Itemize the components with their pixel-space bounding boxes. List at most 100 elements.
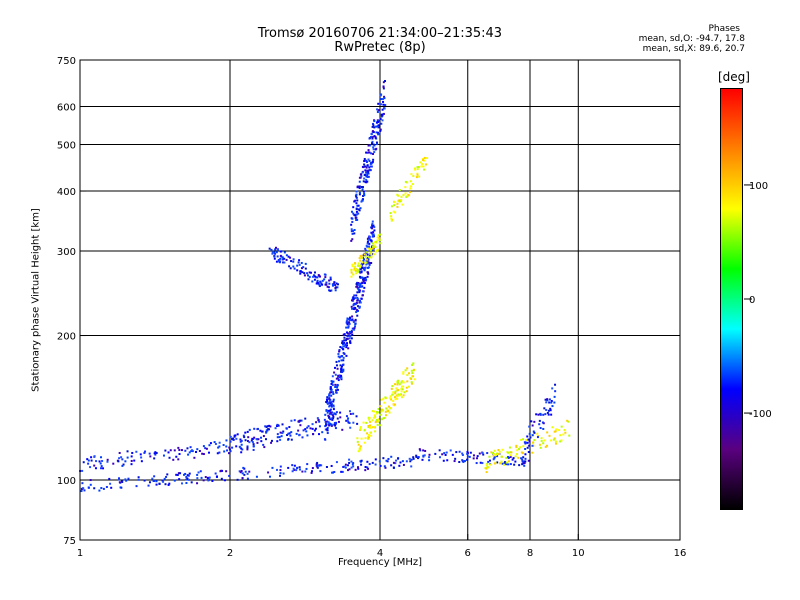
echo-point <box>359 284 362 287</box>
echo-point <box>229 435 232 438</box>
echo-point <box>368 235 371 238</box>
echo-point <box>353 294 356 297</box>
echo-point <box>536 432 539 435</box>
echo-point <box>395 387 398 390</box>
echo-point <box>355 302 358 305</box>
echo-point <box>329 391 332 394</box>
echo-point <box>311 467 314 470</box>
echo-point <box>298 263 301 266</box>
echo-point <box>356 185 359 188</box>
echo-point <box>283 251 286 254</box>
echo-point <box>373 126 376 129</box>
echo-point <box>531 434 534 437</box>
echo-point <box>375 240 378 243</box>
echo-point <box>282 261 285 264</box>
echo-point <box>330 401 333 404</box>
echo-point <box>367 425 370 428</box>
echo-point <box>530 420 533 423</box>
echo-point <box>547 413 550 416</box>
echo-point <box>350 228 353 231</box>
echo-point <box>148 481 151 484</box>
echo-point <box>90 456 93 459</box>
echo-point <box>392 399 395 402</box>
echo-point <box>371 419 374 422</box>
echo-point <box>416 168 419 171</box>
echo-point <box>401 388 404 391</box>
echo-point <box>369 249 372 252</box>
echo-point <box>241 472 244 475</box>
echo-point <box>349 412 352 415</box>
echo-point <box>317 464 320 467</box>
echo-point <box>454 457 457 460</box>
echo-point <box>524 453 527 456</box>
echo-point <box>348 318 351 321</box>
echo-point <box>163 477 166 480</box>
echo-point <box>360 270 363 273</box>
echo-point <box>260 436 263 439</box>
echo-point <box>290 431 293 434</box>
echo-point <box>143 451 146 454</box>
echo-point <box>124 478 127 481</box>
echo-point <box>267 471 270 474</box>
chart-title: Tromsø 20160706 21:34:00–21:35:43 <box>257 26 503 41</box>
echo-point <box>384 104 387 107</box>
echo-point <box>334 427 337 430</box>
echo-point <box>391 393 394 396</box>
echo-point <box>488 455 491 458</box>
echo-point <box>400 381 403 384</box>
echo-point <box>339 416 342 419</box>
echo-point <box>438 449 441 452</box>
echo-point <box>546 398 549 401</box>
echo-point <box>289 434 292 437</box>
echo-point <box>355 193 358 196</box>
echo-point <box>553 401 556 404</box>
echo-point <box>315 464 318 467</box>
echo-point <box>397 389 400 392</box>
echo-point <box>550 400 553 403</box>
echo-point <box>166 473 169 476</box>
echo-point <box>366 271 369 274</box>
echo-point <box>345 415 348 418</box>
echo-point <box>383 416 386 419</box>
echo-point <box>270 248 273 251</box>
echo-point <box>377 411 380 414</box>
echo-point <box>371 247 374 250</box>
echo-point <box>522 438 525 441</box>
echo-point <box>289 267 292 270</box>
echo-point <box>377 133 380 136</box>
echo-point <box>366 174 369 177</box>
chart-subtitle: RwPretec (8p) <box>334 40 426 55</box>
echo-point <box>373 246 376 249</box>
echo-point <box>324 425 327 428</box>
echo-point <box>372 152 375 155</box>
echo-point <box>179 472 182 475</box>
echo-point <box>366 242 369 245</box>
echo-point <box>378 237 381 240</box>
echo-point <box>548 398 551 401</box>
echo-point <box>500 455 503 458</box>
echo-point <box>349 335 352 338</box>
echo-point <box>358 176 361 179</box>
echo-point <box>332 283 335 286</box>
echo-point <box>560 425 563 428</box>
echo-point <box>543 407 546 410</box>
echo-point <box>252 448 255 451</box>
echo-point <box>343 345 346 348</box>
echo-point <box>269 425 272 428</box>
echo-point <box>562 433 565 436</box>
echo-point <box>521 463 524 466</box>
echo-point <box>344 466 347 469</box>
echo-point <box>256 441 259 444</box>
echo-point <box>371 125 374 128</box>
echo-point <box>367 144 370 147</box>
echo-point <box>567 420 570 423</box>
echo-point <box>358 449 361 452</box>
echo-point <box>332 400 335 403</box>
echo-point <box>330 411 333 414</box>
echo-point <box>370 246 373 249</box>
echo-point <box>563 428 566 431</box>
echo-point <box>351 327 354 330</box>
echo-point <box>362 421 365 424</box>
echo-point <box>204 476 207 479</box>
echo-point <box>165 475 168 478</box>
